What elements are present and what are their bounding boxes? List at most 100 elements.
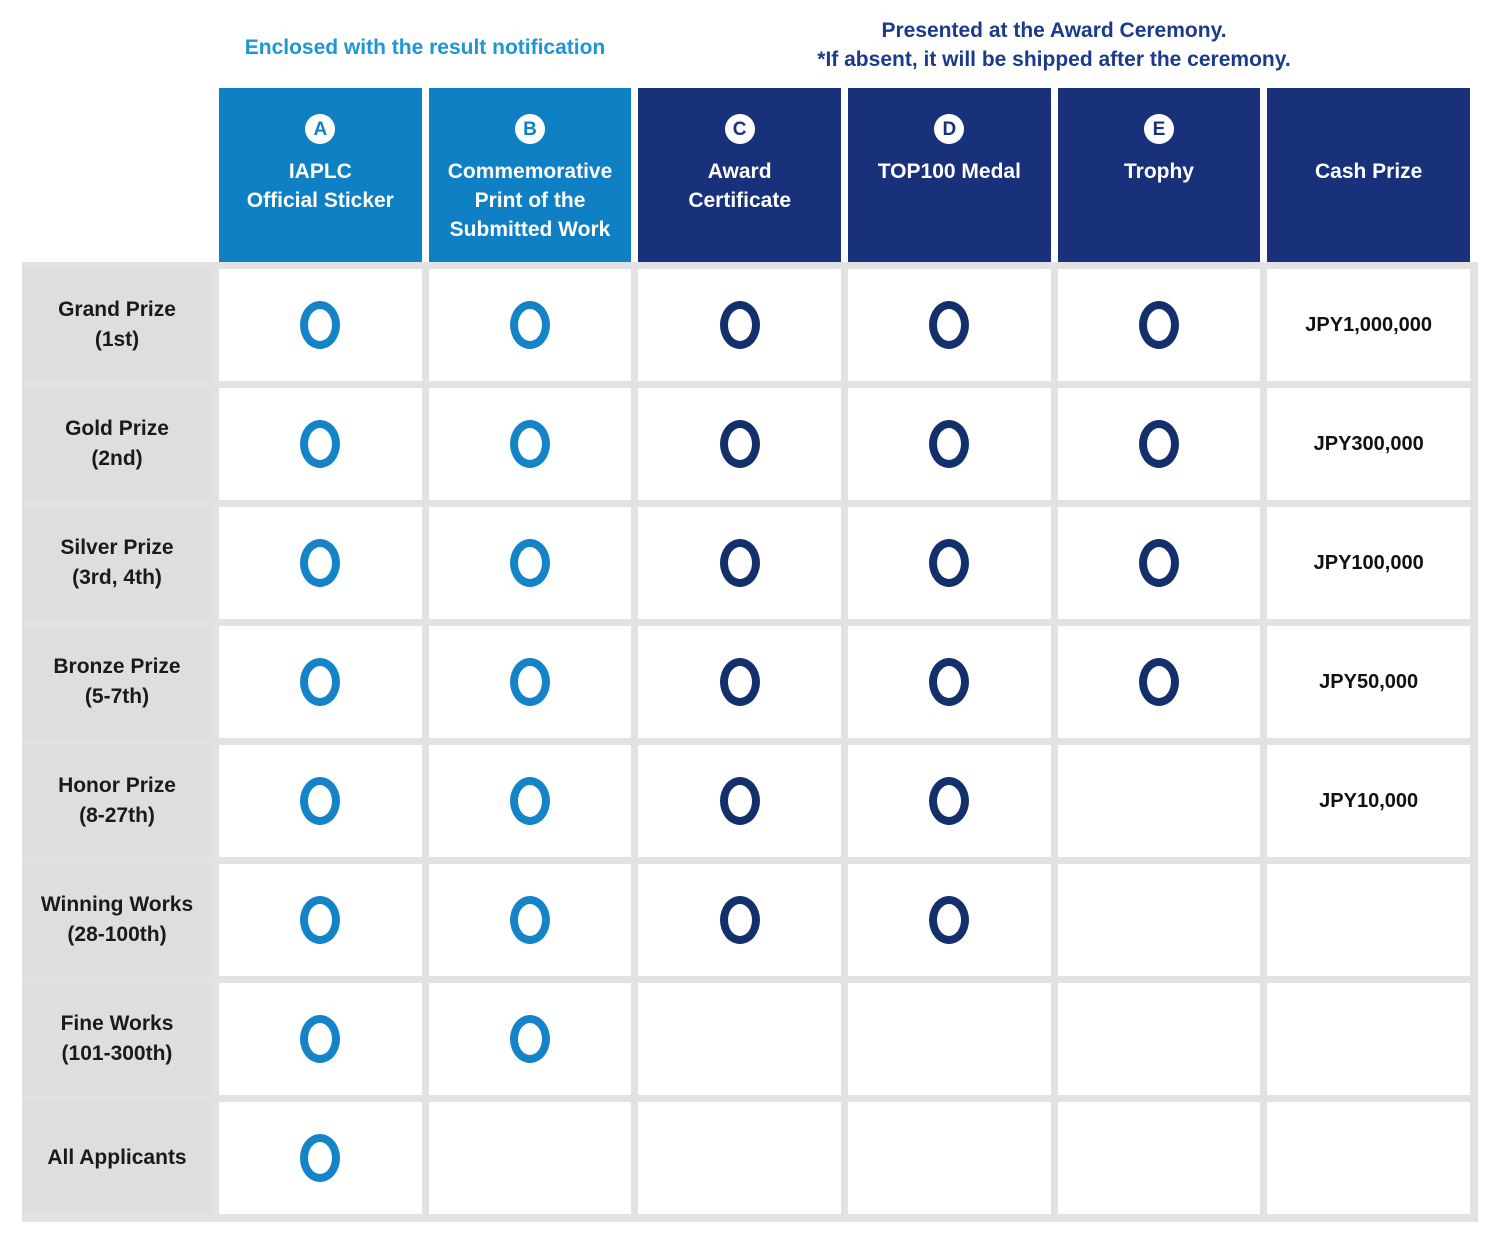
circle-mark-icon (929, 301, 970, 349)
prize-cell (1057, 388, 1261, 500)
prize-cell (638, 269, 841, 381)
badge-e-icon: E (1143, 114, 1174, 144)
prize-cell (428, 1102, 632, 1214)
circle-mark-icon (719, 420, 760, 468)
prize-cell (638, 864, 841, 976)
circle-mark-icon (300, 1015, 341, 1063)
prize-cell (219, 1102, 422, 1214)
row-label-line1: Gold Prize (65, 417, 169, 440)
cash-cell: JPY300,000 (1267, 388, 1470, 500)
column-header-certificate: C Award Certificate (638, 88, 841, 262)
prize-cell (428, 269, 632, 381)
circle-mark-icon (1138, 301, 1179, 349)
prize-cell (219, 864, 422, 976)
row-label-line2: (28-100th) (67, 923, 167, 946)
cash-value: JPY300,000 (1313, 432, 1424, 455)
row-label-line1: All Applicants (47, 1146, 187, 1169)
annotation-ceremony-line1: Presented at the Award Ceremony. (881, 19, 1227, 42)
prize-cell (848, 745, 1051, 857)
row-label-silver-prize: Silver Prize (3rd, 4th) (22, 507, 212, 619)
column-header-trophy-label: Trophy (1123, 160, 1194, 183)
prize-cell (219, 983, 422, 1095)
column-header-medal-label: TOP100 Medal (877, 160, 1021, 183)
circle-mark-icon (300, 301, 341, 349)
cash-cell (1267, 1102, 1470, 1214)
cash-cell (1267, 864, 1470, 976)
prize-cell (1057, 269, 1261, 381)
prize-cell (1057, 507, 1261, 619)
cash-cell: JPY10,000 (1267, 745, 1470, 857)
column-headers: A IAPLC Official Sticker B Commemorative… (219, 88, 1470, 262)
prize-cell (638, 983, 841, 1095)
prize-cell (428, 864, 632, 976)
row-label-line1: Bronze Prize (53, 655, 181, 678)
cash-cell (1267, 983, 1470, 1095)
prize-cell (219, 626, 422, 738)
prize-cell (848, 269, 1051, 381)
row-label-line2: (5-7th) (84, 685, 150, 708)
cash-value: JPY10,000 (1319, 789, 1419, 812)
circle-mark-icon (1138, 420, 1179, 468)
circle-mark-icon (719, 301, 760, 349)
circle-mark-icon (929, 658, 970, 706)
prize-cell (638, 626, 841, 738)
row-label-winning-works: Winning Works (28-100th) (22, 864, 212, 976)
row-label-line2: (8-27th) (79, 804, 155, 827)
prize-cell (848, 507, 1051, 619)
column-header-print: B Commemorative Print of the Submitted W… (428, 88, 632, 262)
circle-mark-icon (509, 777, 550, 825)
circle-mark-icon (719, 539, 760, 587)
column-header-cash: Cash Prize (1267, 88, 1470, 262)
circle-mark-icon (509, 420, 550, 468)
prize-cell (1057, 983, 1261, 1095)
circle-mark-icon (719, 777, 760, 825)
prize-cell (219, 388, 422, 500)
prize-cell (848, 1102, 1051, 1214)
circle-mark-icon (1138, 658, 1179, 706)
circle-mark-icon (300, 1134, 341, 1182)
cash-cell: JPY1,000,000 (1267, 269, 1470, 381)
annotation-ceremony: Presented at the Award Ceremony. *If abs… (638, 16, 1470, 74)
badge-c-icon: C (724, 114, 755, 144)
row-label-line2: (101-300th) (61, 1042, 173, 1065)
prize-cell (848, 388, 1051, 500)
row-label-line2: (1st) (94, 328, 140, 351)
badge-a-icon: A (305, 114, 336, 144)
column-header-cash-label: Cash Prize (1314, 160, 1423, 183)
column-header-sticker-label: IAPLC Official Sticker (246, 160, 394, 212)
circle-mark-icon (929, 777, 970, 825)
row-label-grand-prize: Grand Prize (1st) (22, 269, 212, 381)
prize-cell (638, 507, 841, 619)
row-label-honor-prize: Honor Prize (8-27th) (22, 745, 212, 857)
prize-cell (1057, 1102, 1261, 1214)
circle-mark-icon (300, 420, 341, 468)
row-label-line1: Silver Prize (60, 536, 174, 559)
column-header-print-label: Commemorative Print of the Submitted Wor… (447, 160, 613, 241)
row-label-bronze-prize: Bronze Prize (5-7th) (22, 626, 212, 738)
circle-mark-icon (300, 658, 341, 706)
annotation-ceremony-line2: *If absent, it will be shipped after the… (817, 48, 1291, 71)
circle-mark-icon (300, 777, 341, 825)
circle-mark-icon (509, 896, 550, 944)
circle-mark-icon (1138, 539, 1179, 587)
top-annotations: Enclosed with the result notification Pr… (22, 0, 1478, 88)
prize-cell (219, 269, 422, 381)
badge-b-icon: B (514, 114, 545, 144)
cash-value: JPY100,000 (1313, 551, 1424, 574)
cash-cell: JPY100,000 (1267, 507, 1470, 619)
circle-mark-icon (509, 1015, 550, 1063)
row-label-line1: Winning Works (40, 893, 194, 916)
prize-cell (848, 864, 1051, 976)
circle-mark-icon (300, 539, 341, 587)
circle-mark-icon (300, 896, 341, 944)
circle-mark-icon (929, 539, 970, 587)
column-header-trophy: E Trophy (1057, 88, 1261, 262)
row-label-line1: Grand Prize (58, 298, 176, 321)
circle-mark-icon (929, 896, 970, 944)
prize-cell (428, 745, 632, 857)
row-label-all-applicants: All Applicants (22, 1102, 212, 1214)
column-header-certificate-label: Award Certificate (688, 160, 792, 212)
prize-cell (848, 626, 1051, 738)
badge-d-icon: D (934, 114, 965, 144)
